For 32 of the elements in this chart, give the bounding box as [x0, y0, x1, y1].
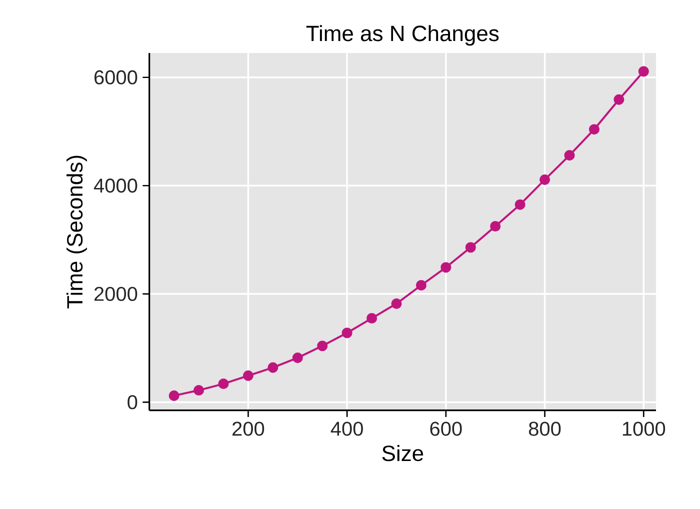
chart-title: Time as N Changes: [306, 25, 499, 46]
point: [490, 220, 501, 232]
point: [440, 262, 452, 273]
x-tick-label: 200: [232, 422, 264, 436]
point: [218, 378, 229, 390]
x-tick-label: 800: [528, 422, 561, 436]
point: [540, 174, 550, 185]
point: [465, 242, 476, 253]
y-tick-label: 4000: [94, 178, 138, 193]
point: [638, 66, 649, 77]
point: [168, 390, 180, 401]
point: [342, 328, 352, 338]
point: [317, 340, 328, 352]
point: [292, 352, 303, 364]
y-tick-label: 2000: [94, 286, 138, 301]
x-tick-label: 400: [330, 422, 363, 436]
point: [366, 313, 378, 324]
y-axis-title: Time (Seconds): [66, 156, 87, 308]
y-tick-label: 6000: [94, 70, 138, 84]
point: [588, 124, 600, 135]
point: [564, 150, 575, 161]
point: [194, 385, 204, 396]
point: [242, 370, 254, 381]
point: [614, 94, 624, 105]
point: [268, 362, 278, 373]
x-tick-label: 1000: [622, 422, 666, 436]
y-tick-label: 0: [128, 395, 138, 410]
x-tick-label: 600: [430, 422, 462, 436]
point: [391, 298, 402, 309]
point: [514, 199, 526, 210]
x-axis-title: Size: [382, 445, 424, 462]
point: [416, 280, 426, 291]
